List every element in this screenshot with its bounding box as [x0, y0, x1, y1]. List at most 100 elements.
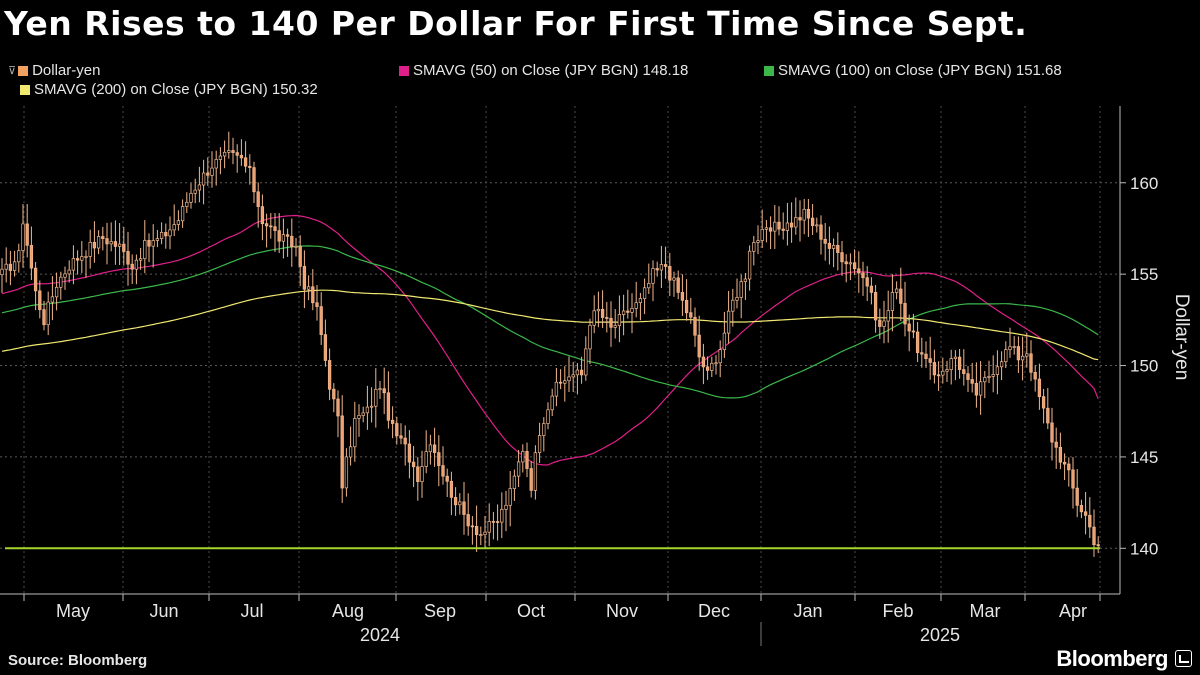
candle-body	[302, 266, 307, 290]
candle	[731, 288, 735, 327]
candle	[420, 450, 424, 498]
candle	[953, 350, 958, 381]
candle	[386, 371, 391, 429]
candle	[227, 131, 231, 159]
candle-body	[29, 245, 34, 269]
candle	[584, 336, 588, 381]
candle	[491, 511, 496, 540]
candle-body	[655, 268, 659, 271]
candle-body	[84, 256, 88, 258]
candle	[894, 281, 899, 300]
candle	[294, 237, 298, 257]
candle	[945, 360, 949, 382]
candle	[903, 281, 907, 337]
dropdown-caret-icon[interactable]: ⊽	[8, 65, 17, 77]
candle	[323, 319, 328, 367]
candle	[138, 247, 143, 270]
candle-body	[252, 167, 256, 193]
candle-body	[571, 374, 575, 378]
candle-body	[676, 277, 680, 293]
candle	[613, 309, 617, 339]
candle-body	[680, 292, 685, 301]
candle	[957, 348, 962, 379]
candle-body	[147, 240, 151, 247]
candle	[151, 224, 155, 268]
candle	[21, 204, 25, 268]
candle-body	[575, 369, 580, 376]
candle-body	[411, 461, 416, 468]
candle-body	[634, 302, 638, 309]
candle-body	[298, 245, 302, 267]
candle-body	[21, 223, 25, 251]
legend-swatch-dollar-yen	[18, 66, 29, 76]
candle	[529, 461, 533, 498]
legend-label-smavg-200: SMAVG (200) on Close (JPY BGN) 150.32	[34, 81, 318, 98]
candle	[12, 250, 17, 277]
candle-body	[1096, 544, 1100, 546]
candle-body	[533, 452, 538, 491]
candle-body	[0, 268, 4, 276]
candle	[970, 362, 974, 393]
candle-body	[1004, 349, 1008, 363]
y-tick-label: 160	[1130, 174, 1158, 193]
candle-body	[130, 263, 134, 270]
candle-body	[327, 360, 332, 390]
candle	[596, 291, 601, 328]
candle	[306, 275, 311, 301]
candle-body	[890, 292, 895, 311]
candle	[789, 202, 794, 243]
candle-body	[437, 452, 441, 466]
candle	[592, 295, 596, 334]
candle-body	[731, 299, 735, 312]
candle	[739, 274, 743, 319]
candle	[890, 274, 895, 332]
candle	[479, 526, 483, 546]
month-label: Apr	[1059, 601, 1087, 621]
candle	[403, 425, 407, 466]
candle-body	[865, 277, 869, 287]
candle	[1054, 427, 1058, 469]
candle	[80, 241, 84, 273]
candle	[273, 213, 277, 253]
candle	[525, 442, 529, 478]
candle-body	[92, 242, 97, 249]
candle	[1025, 332, 1029, 368]
candle-body	[831, 245, 836, 249]
candle	[54, 272, 59, 311]
candle	[756, 225, 760, 255]
candle	[164, 223, 168, 249]
candle	[999, 351, 1004, 381]
candle-body	[143, 240, 147, 260]
y-tick-label: 150	[1130, 357, 1158, 376]
candle-body	[1054, 441, 1058, 448]
candle	[659, 245, 664, 288]
candle-body	[67, 269, 71, 275]
candle-body	[235, 152, 239, 156]
candle-body	[462, 501, 466, 515]
month-label: Jul	[240, 601, 263, 621]
candle	[336, 390, 340, 438]
candle	[256, 182, 260, 228]
candle-body	[193, 189, 197, 194]
candle-body	[756, 240, 760, 243]
candle-body	[420, 466, 424, 482]
candle	[117, 223, 122, 265]
candle-body	[550, 395, 554, 411]
candle-body	[953, 356, 958, 359]
candle-body	[1050, 422, 1054, 443]
candle-body	[491, 521, 496, 523]
candle	[1008, 327, 1012, 358]
candle-body	[928, 358, 932, 363]
candle-body	[42, 309, 46, 326]
candle	[663, 246, 668, 279]
candle	[533, 445, 538, 500]
candle	[281, 218, 286, 259]
candle-body	[651, 268, 655, 284]
candle-body	[374, 389, 378, 407]
month-label: Feb	[882, 601, 913, 621]
candle	[189, 183, 193, 209]
candle-body	[537, 435, 542, 454]
candle-body	[243, 157, 248, 167]
candle-body	[668, 266, 672, 281]
